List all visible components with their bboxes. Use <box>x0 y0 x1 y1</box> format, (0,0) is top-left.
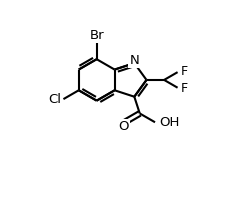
Text: F: F <box>181 65 188 78</box>
Text: N: N <box>129 54 139 67</box>
Text: F: F <box>181 82 188 95</box>
Text: Cl: Cl <box>48 93 61 106</box>
Text: O: O <box>119 120 129 133</box>
Text: OH: OH <box>159 116 179 129</box>
Text: Br: Br <box>89 29 104 42</box>
